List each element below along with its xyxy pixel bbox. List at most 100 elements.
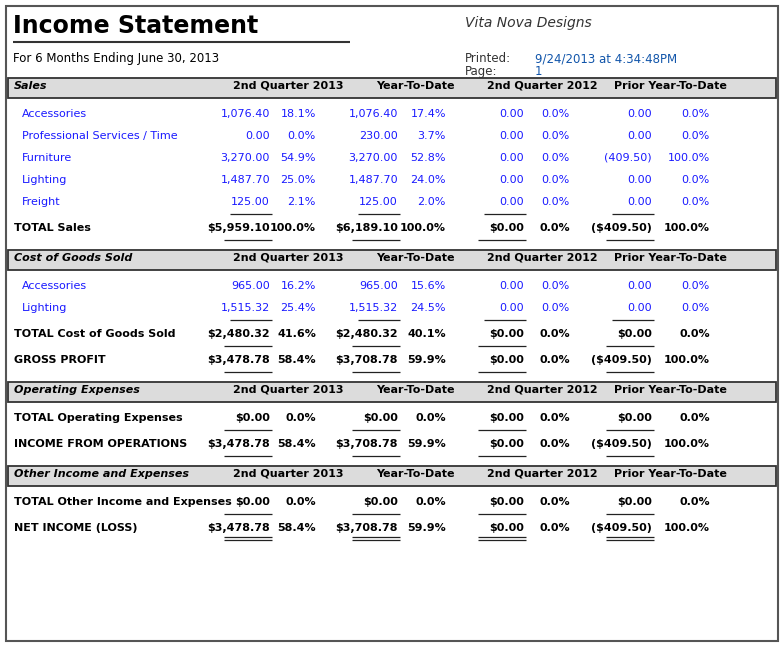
Text: 0.0%: 0.0%: [416, 413, 446, 423]
Text: 0.0%: 0.0%: [680, 497, 710, 507]
Text: $0.00: $0.00: [235, 497, 270, 507]
Text: 0.0%: 0.0%: [682, 175, 710, 185]
Text: 125.00: 125.00: [231, 197, 270, 207]
Text: GROSS PROFIT: GROSS PROFIT: [14, 355, 106, 365]
Text: TOTAL Operating Expenses: TOTAL Operating Expenses: [14, 413, 183, 423]
Text: 0.0%: 0.0%: [539, 439, 570, 449]
Text: 0.0%: 0.0%: [288, 131, 316, 141]
Text: 2nd Quarter 2013: 2nd Quarter 2013: [233, 469, 343, 479]
Text: 0.00: 0.00: [245, 131, 270, 141]
Text: 25.0%: 25.0%: [281, 175, 316, 185]
Text: $3,478.78: $3,478.78: [207, 439, 270, 449]
Text: 0.0%: 0.0%: [542, 281, 570, 291]
Text: $0.00: $0.00: [235, 413, 270, 423]
Text: Freight: Freight: [22, 197, 60, 207]
Text: 0.00: 0.00: [627, 109, 652, 119]
Text: 0.0%: 0.0%: [539, 223, 570, 233]
Text: $3,708.78: $3,708.78: [336, 439, 398, 449]
Text: Operating Expenses: Operating Expenses: [14, 385, 140, 395]
Text: 40.1%: 40.1%: [408, 329, 446, 339]
Text: $0.00: $0.00: [363, 497, 398, 507]
Text: 100.0%: 100.0%: [664, 223, 710, 233]
Text: 58.4%: 58.4%: [278, 439, 316, 449]
Text: TOTAL Cost of Goods Sold: TOTAL Cost of Goods Sold: [14, 329, 176, 339]
Text: NET INCOME (LOSS): NET INCOME (LOSS): [14, 523, 137, 533]
Text: 24.0%: 24.0%: [411, 175, 446, 185]
Text: $3,708.78: $3,708.78: [336, 355, 398, 365]
Text: Lighting: Lighting: [22, 303, 67, 313]
Text: Lighting: Lighting: [22, 175, 67, 185]
Text: 58.4%: 58.4%: [278, 355, 316, 365]
Text: Prior Year-To-Date: Prior Year-To-Date: [614, 385, 727, 395]
Text: 3,270.00: 3,270.00: [220, 153, 270, 163]
Text: 24.5%: 24.5%: [411, 303, 446, 313]
Text: $2,480.32: $2,480.32: [208, 329, 270, 339]
Text: 54.9%: 54.9%: [281, 153, 316, 163]
Text: $0.00: $0.00: [489, 329, 524, 339]
Text: $0.00: $0.00: [489, 523, 524, 533]
Text: 18.1%: 18.1%: [281, 109, 316, 119]
Text: 0.00: 0.00: [499, 197, 524, 207]
Text: $0.00: $0.00: [489, 497, 524, 507]
Text: 58.4%: 58.4%: [278, 523, 316, 533]
Text: $3,708.78: $3,708.78: [336, 523, 398, 533]
Text: $0.00: $0.00: [617, 497, 652, 507]
Text: ($409.50): ($409.50): [591, 523, 652, 533]
Text: 0.0%: 0.0%: [542, 131, 570, 141]
Text: 0.0%: 0.0%: [682, 303, 710, 313]
Text: 0.0%: 0.0%: [285, 497, 316, 507]
Text: 0.0%: 0.0%: [542, 153, 570, 163]
Text: 0.0%: 0.0%: [539, 355, 570, 365]
Text: Year-To-Date: Year-To-Date: [376, 385, 454, 395]
Text: ($409.50): ($409.50): [591, 223, 652, 233]
Text: 100.0%: 100.0%: [400, 223, 446, 233]
Text: 2.1%: 2.1%: [288, 197, 316, 207]
Text: 0.00: 0.00: [627, 175, 652, 185]
Text: 100.0%: 100.0%: [668, 153, 710, 163]
Text: 2.0%: 2.0%: [418, 197, 446, 207]
Text: 1,076.40: 1,076.40: [349, 109, 398, 119]
Text: 0.0%: 0.0%: [682, 197, 710, 207]
Text: 0.00: 0.00: [499, 109, 524, 119]
Text: $0.00: $0.00: [363, 413, 398, 423]
Bar: [8, 382, 776, 402]
Text: 0.0%: 0.0%: [416, 497, 446, 507]
Text: 16.2%: 16.2%: [281, 281, 316, 291]
Text: $6,189.10: $6,189.10: [335, 223, 398, 233]
Text: 0.0%: 0.0%: [542, 175, 570, 185]
Text: 0.00: 0.00: [627, 197, 652, 207]
Text: 100.0%: 100.0%: [270, 223, 316, 233]
Text: Accessories: Accessories: [22, 109, 87, 119]
Text: For 6 Months Ending June 30, 2013: For 6 Months Ending June 30, 2013: [13, 52, 219, 65]
Text: 100.0%: 100.0%: [664, 355, 710, 365]
Text: $3,478.78: $3,478.78: [207, 355, 270, 365]
Text: 2nd Quarter 2012: 2nd Quarter 2012: [487, 81, 597, 91]
Text: 0.00: 0.00: [499, 153, 524, 163]
Text: $3,478.78: $3,478.78: [207, 523, 270, 533]
Text: Accessories: Accessories: [22, 281, 87, 291]
Text: Income Statement: Income Statement: [13, 14, 258, 38]
Text: 0.0%: 0.0%: [682, 131, 710, 141]
Text: 2nd Quarter 2012: 2nd Quarter 2012: [487, 385, 597, 395]
Text: 3,270.00: 3,270.00: [349, 153, 398, 163]
Text: 9/24/2013 at 4:34:48PM: 9/24/2013 at 4:34:48PM: [535, 52, 677, 65]
Text: $5,959.10: $5,959.10: [208, 223, 270, 233]
Text: 1,487.70: 1,487.70: [220, 175, 270, 185]
Text: $0.00: $0.00: [489, 413, 524, 423]
Text: 59.9%: 59.9%: [407, 355, 446, 365]
Text: 3.7%: 3.7%: [418, 131, 446, 141]
Text: $0.00: $0.00: [489, 439, 524, 449]
Text: Prior Year-To-Date: Prior Year-To-Date: [614, 81, 727, 91]
Text: 0.0%: 0.0%: [539, 523, 570, 533]
Text: 0.0%: 0.0%: [542, 109, 570, 119]
Text: ($409.50): ($409.50): [591, 439, 652, 449]
Text: 0.0%: 0.0%: [680, 329, 710, 339]
Text: Professional Services / Time: Professional Services / Time: [22, 131, 178, 141]
Text: 0.0%: 0.0%: [542, 303, 570, 313]
Text: 1,515.32: 1,515.32: [221, 303, 270, 313]
Text: 52.8%: 52.8%: [411, 153, 446, 163]
Text: 0.0%: 0.0%: [539, 329, 570, 339]
Text: Printed:: Printed:: [465, 52, 511, 65]
Text: $0.00: $0.00: [489, 355, 524, 365]
Text: 2nd Quarter 2013: 2nd Quarter 2013: [233, 385, 343, 395]
